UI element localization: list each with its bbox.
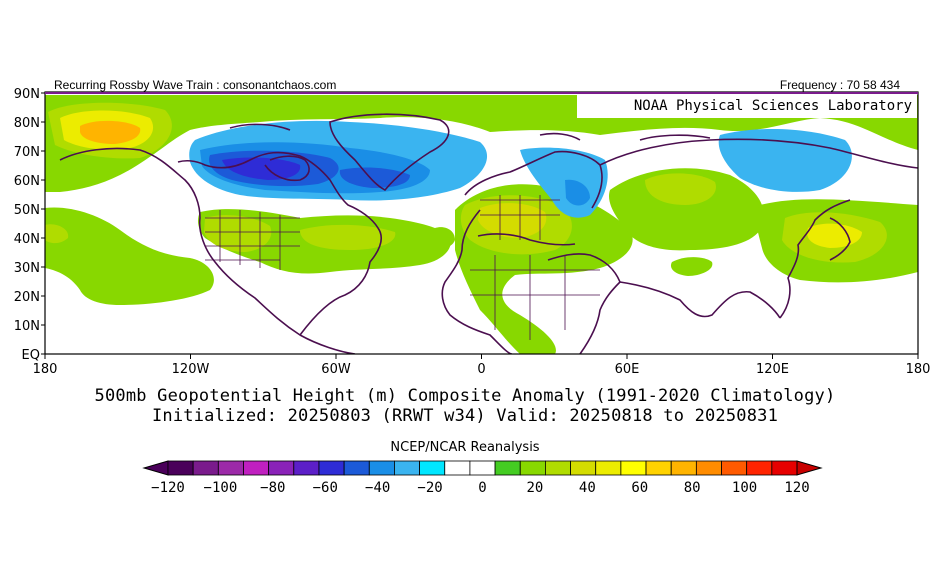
colorbar-swatch: [721, 460, 748, 476]
lon-label: 60E: [615, 362, 640, 377]
colorbar-tick-label: −120: [151, 480, 185, 496]
colorbar-swatch: [217, 460, 244, 476]
coast-north-america: [59, 147, 382, 354]
colorbar-swatch: [318, 460, 345, 476]
colorbar-swatch: [645, 460, 672, 476]
us-state-borders: [205, 210, 300, 270]
lat-label: 20N: [14, 290, 40, 305]
coastlines: [59, 113, 918, 354]
anomaly-shading: [45, 95, 918, 354]
map-subtitle: Initialized: 20250803 (RRWT w34) Valid: …: [151, 406, 779, 426]
colorbar-tick-label: 20: [526, 480, 543, 496]
lat-label: 50N: [14, 203, 40, 218]
map-title: 500mb Geopotential Height (m) Composite …: [94, 386, 836, 406]
anomaly-positive-atlantic: [435, 227, 455, 248]
colorbar-tick-label: 60: [631, 480, 648, 496]
lon-label: 60W: [321, 362, 351, 377]
anomaly-positive-tibet: [670, 257, 713, 276]
latitude-axis: 90N 80N 70N 60N 50N 40N 30N 20N 10N EQ: [14, 87, 45, 363]
colorbar-tick-label: 100: [732, 480, 757, 496]
colorbar-min-arrow: [142, 460, 169, 476]
colorbar-swatch: [394, 460, 421, 476]
colorbar-swatch: [268, 460, 295, 476]
europe-borders: [480, 195, 560, 240]
anomaly-positive-subtropic-west: [45, 207, 214, 305]
legend-title: NCEP/NCAR Reanalysis: [390, 440, 540, 455]
lat-label: 70N: [14, 145, 40, 160]
anomaly-high-europe-core: [478, 203, 547, 238]
header-source: Recurring Rossby Wave Train : consonantc…: [54, 78, 337, 92]
coast-mediterranean: [477, 233, 576, 246]
coast-asia: [599, 138, 918, 319]
colorbar-swatch: [293, 460, 320, 476]
colorbar-swatch: [192, 460, 219, 476]
lon-label: 180: [33, 362, 58, 377]
colorbar-tick-label: 120: [784, 480, 809, 496]
coast-hudson-bay: [264, 155, 310, 182]
colorbar-tick-label: −80: [260, 480, 285, 496]
coast-greenland: [329, 113, 450, 191]
anomaly-high-gulf-alaska: [45, 224, 69, 244]
colorbar-tick-label: 40: [579, 480, 596, 496]
lat-label: EQ: [22, 348, 40, 363]
colorbar-tick-label: −40: [365, 480, 390, 496]
lat-label: 40N: [14, 232, 40, 247]
lat-label: 60N: [14, 174, 40, 189]
anomaly-high-japan-core: [807, 223, 862, 248]
colorbar-tick-label: −20: [417, 480, 442, 496]
colorbar-tick-label: 0: [478, 480, 486, 496]
colorbar-max-arrow: [796, 460, 823, 476]
colorbar-swatch: [343, 460, 370, 476]
political-borders: [205, 195, 600, 340]
colorbar-swatch: [771, 460, 798, 476]
lab-label: NOAA Physical Sciences Laboratory: [634, 98, 912, 114]
coast-arctic-islands: [229, 123, 711, 141]
lat-label: 30N: [14, 261, 40, 276]
colorbar-swatch: [167, 460, 194, 476]
anomaly-positive-arctic-band: [45, 95, 918, 192]
colorbar-swatch: [545, 460, 571, 476]
colorbar: −120 −100 −80 −60 −40 −20 0 20 40 60 80 100 120: [142, 460, 823, 496]
anomaly-high-west-atlantic: [300, 224, 396, 250]
colorbar-tick-label: 80: [684, 480, 701, 496]
colorbar-swatch: [494, 460, 521, 476]
longitude-axis: 180 120W 60W 0 60E 120E 180: [33, 354, 930, 377]
colorbar-swatch: [469, 460, 496, 476]
colorbar-swatch: [620, 460, 647, 476]
lon-label: 120W: [172, 362, 210, 377]
anomaly-high-central-us: [204, 215, 272, 252]
colorbar-swatch: [570, 460, 597, 476]
lon-label: 120E: [756, 362, 789, 377]
header-frequency: Frequency : 70 58 434: [779, 78, 900, 92]
colorbar-swatch: [368, 460, 395, 476]
africa-borders: [470, 255, 600, 340]
colorbar-swatch: [444, 460, 471, 476]
lon-label: 180: [906, 362, 930, 377]
colorbar-swatch: [746, 460, 773, 476]
colorbar-swatch: [519, 460, 546, 476]
colorbar-swatch: [243, 460, 270, 476]
anomaly-low-bering: [718, 128, 852, 192]
lat-label: 10N: [14, 319, 40, 334]
colorbar-swatch: [670, 460, 697, 476]
anomaly-low-scandinavia-core: [565, 179, 590, 206]
coast-japan: [829, 217, 851, 261]
lon-label: 0: [477, 362, 485, 377]
anomaly-high-siberia: [645, 173, 716, 205]
lat-label: 90N: [14, 87, 40, 102]
lat-label: 80N: [14, 116, 40, 131]
lab-label-box: [577, 94, 917, 118]
colorbar-tick-label: −60: [313, 480, 338, 496]
anomaly-high-alaska-core: [80, 120, 141, 144]
colorbar-swatch: [419, 460, 446, 476]
colorbar-swatch: [595, 460, 622, 476]
colorbar-swatch: [695, 460, 722, 476]
colorbar-tick-label: −100: [204, 480, 238, 496]
